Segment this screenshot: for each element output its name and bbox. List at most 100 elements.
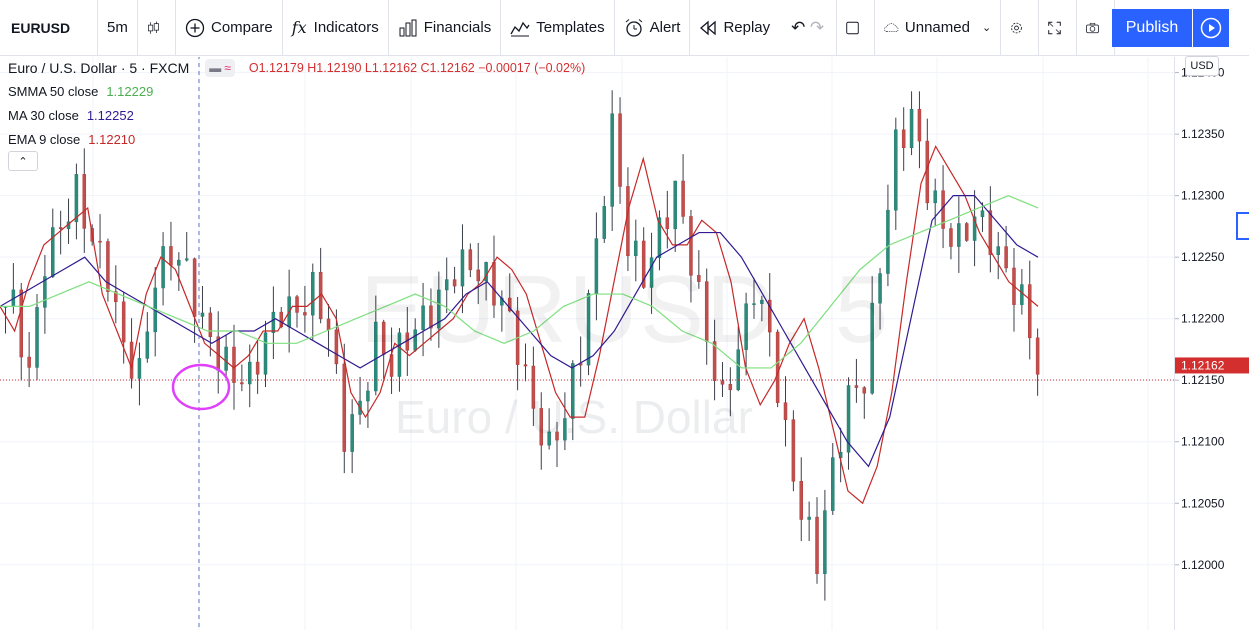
plus-circle-icon — [185, 18, 205, 37]
camera-icon — [1086, 22, 1099, 33]
indicator-row-ma[interactable]: MA 30 close 1.12252 — [8, 103, 585, 127]
publish-video-button[interactable] — [1193, 9, 1229, 47]
candle-body — [846, 385, 851, 453]
undo-redo-group: ↶ ↷ — [779, 0, 838, 56]
indicator-line-smma — [0, 195, 1039, 369]
candle-body — [634, 240, 638, 256]
fullscreen-button[interactable] — [1039, 0, 1078, 56]
candle-body — [476, 269, 480, 282]
candle-body — [933, 190, 937, 204]
screenshot-button[interactable] — [1077, 0, 1116, 56]
candle-body — [831, 457, 835, 511]
candle-body — [823, 510, 827, 574]
candle-body — [200, 312, 205, 317]
chevron-down-icon: ⌄ — [981, 22, 992, 34]
price-tick-label: 1.12150 — [1181, 373, 1225, 387]
candle-body — [43, 276, 47, 308]
candle-body — [728, 384, 733, 391]
candle-body — [641, 240, 646, 288]
candle-body — [610, 113, 614, 207]
candle-body — [736, 349, 740, 391]
candle-body — [169, 246, 173, 266]
ohlc-values: O1.12179 H1.12190 L1.12162 C1.12162 −0.0… — [248, 61, 586, 75]
rectangle-tool-button[interactable] — [837, 0, 876, 56]
interval-button[interactable]: 5m — [98, 0, 138, 56]
candle-body — [523, 364, 528, 367]
candle-body — [775, 331, 780, 403]
candle-body — [870, 302, 874, 394]
candle-body — [295, 296, 299, 313]
indicator-row-ema[interactable]: EMA 9 close 1.12210 — [8, 127, 585, 151]
indicator-row-smma[interactable]: SMMA 50 close 1.12229 — [8, 79, 585, 103]
publish-button[interactable]: Publish — [1112, 9, 1192, 47]
symbol-title: Euro / U.S. Dollar · 5 · FXCM — [8, 60, 190, 76]
settings-button[interactable] — [1001, 0, 1040, 56]
financials-button[interactable]: Financials — [389, 0, 502, 56]
candle-body — [594, 238, 599, 294]
compare-button[interactable]: Compare — [176, 0, 283, 56]
replay-button[interactable]: Replay — [690, 0, 779, 56]
price-chart[interactable] — [0, 57, 1174, 630]
candle-body — [799, 480, 804, 520]
candle-body — [263, 332, 268, 375]
indicator-line-ma — [0, 195, 1039, 468]
alert-button[interactable]: Alert — [615, 0, 691, 56]
candle-body — [862, 387, 867, 394]
symbol-search-button[interactable]: EURUSD — [0, 0, 98, 56]
candle-body — [114, 291, 118, 303]
candle-body — [531, 365, 536, 409]
indicator-line-ema — [0, 145, 1039, 505]
price-tick-label: 1.12200 — [1181, 312, 1225, 326]
candle-body — [602, 206, 607, 239]
undo-icon[interactable]: ↶ — [791, 17, 806, 37]
candle-body — [224, 346, 228, 371]
price-axis[interactable]: 1.124001.123501.123001.122501.122001.121… — [1174, 57, 1249, 630]
candle-body — [901, 129, 906, 149]
candle-body — [555, 431, 559, 441]
candle-body — [98, 240, 102, 243]
candle-body — [657, 217, 662, 258]
candle-body — [121, 301, 126, 343]
candle-body — [697, 275, 701, 282]
chart-type-button[interactable] — [138, 0, 176, 56]
candle-body — [137, 358, 142, 379]
indicators-button[interactable]: fx Indicators — [283, 0, 389, 56]
candle-body — [925, 140, 930, 204]
candle-body — [886, 209, 890, 274]
layout-name-button[interactable]: Unnamed ⌄ — [875, 0, 1002, 56]
candle-body — [145, 331, 150, 359]
candle-body — [744, 303, 748, 350]
candle-body — [58, 227, 63, 229]
candle-body — [878, 273, 882, 304]
currency-button[interactable]: USD — [1185, 56, 1219, 76]
candle-body — [649, 257, 654, 288]
candle-body — [752, 303, 756, 305]
candle-body — [208, 312, 213, 337]
candle-body — [917, 108, 922, 142]
candle-body — [563, 418, 567, 441]
templates-button[interactable]: Templates — [501, 0, 615, 56]
indicator-lines — [0, 145, 1039, 505]
square-icon — [846, 21, 859, 34]
candle-body — [334, 329, 339, 365]
redo-icon[interactable]: ↷ — [809, 17, 825, 37]
candle-body — [586, 293, 591, 366]
legend-collapse-button[interactable]: ⌃ — [8, 151, 38, 171]
alert-label: Alert — [649, 19, 681, 36]
financials-label: Financials — [423, 19, 492, 36]
replay-label: Replay — [723, 19, 771, 36]
candle-body — [689, 216, 693, 276]
candle-body — [452, 279, 457, 287]
candles-layer — [3, 90, 1040, 601]
bar-chart-icon — [399, 19, 417, 36]
indicator-label: MA 30 close — [8, 107, 79, 123]
minus-icon: ▬ — [209, 61, 222, 75]
highlight-circle — [171, 363, 231, 411]
candle-body — [82, 174, 87, 229]
candle-body — [783, 402, 788, 420]
side-panel-toggle[interactable] — [1236, 212, 1249, 240]
candle-body — [996, 246, 1000, 255]
candle-body — [303, 312, 307, 316]
legend-toggle-pill[interactable]: ▬ ≈ — [205, 59, 235, 77]
candle-body — [760, 299, 764, 304]
